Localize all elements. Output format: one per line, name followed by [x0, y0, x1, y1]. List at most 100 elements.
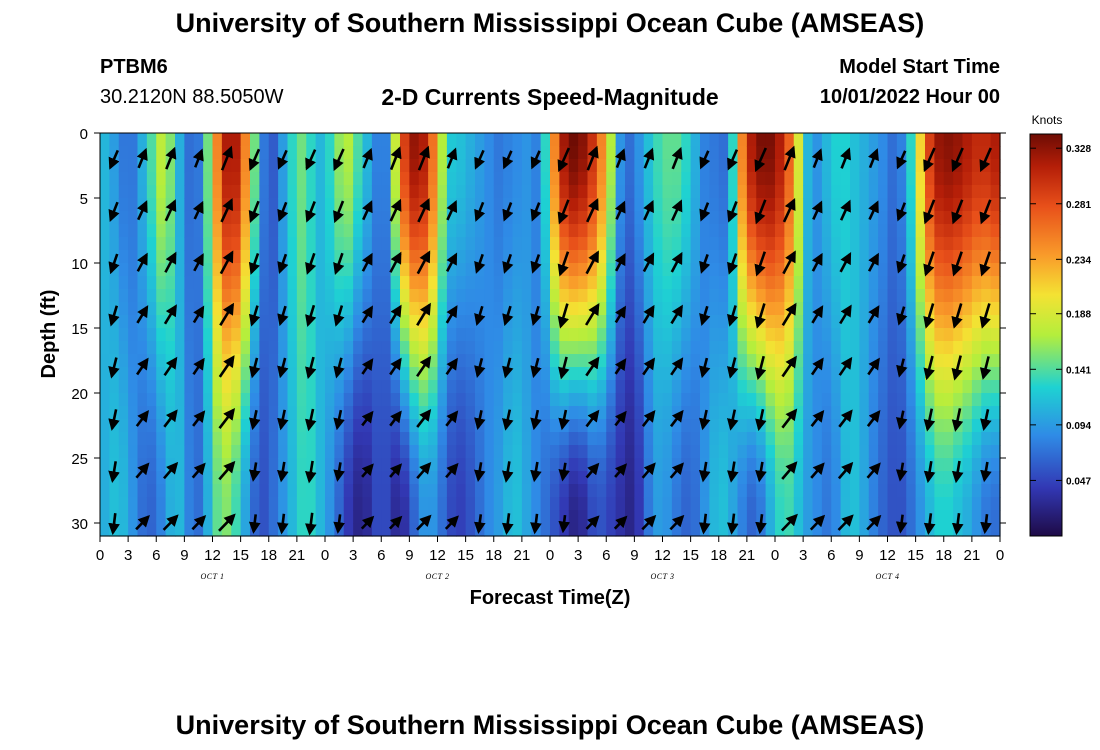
heatmap-cell — [728, 380, 739, 394]
current-vector — [754, 147, 767, 173]
heatmap-cell — [456, 315, 467, 329]
current-vector — [305, 304, 317, 328]
heatmap-cell — [521, 315, 532, 329]
current-vector — [333, 462, 345, 482]
heatmap-cell — [381, 393, 392, 407]
heatmap-cell — [709, 172, 720, 186]
heatmap-cell — [953, 237, 964, 251]
current-vector — [417, 197, 430, 223]
heatmap-cell — [550, 289, 560, 303]
heatmap-cell — [803, 471, 814, 485]
heatmap-cell — [746, 445, 757, 459]
heatmap-cell — [596, 250, 607, 264]
heatmap-cell — [765, 185, 776, 199]
heatmap-cell — [981, 276, 992, 290]
heatmap-cell — [287, 354, 298, 368]
heatmap-cell — [315, 250, 326, 264]
heatmap-cell — [353, 510, 364, 524]
heatmap-cell — [296, 224, 307, 238]
heatmap-cell — [943, 159, 954, 173]
heatmap-cell — [203, 172, 214, 186]
heatmap-cell — [446, 224, 457, 238]
heatmap-cell — [540, 250, 551, 264]
heatmap-cell — [662, 198, 673, 212]
current-vector — [727, 461, 739, 483]
heatmap-cell — [156, 367, 167, 381]
heatmap-cell — [184, 315, 195, 329]
heatmap-cell — [184, 367, 195, 381]
heatmap-cell — [550, 458, 560, 472]
heatmap-cell — [821, 510, 832, 524]
heatmap-cell — [953, 484, 964, 498]
heatmap-cell — [343, 393, 354, 407]
heatmap-cell — [596, 484, 607, 498]
heatmap-cell — [306, 445, 317, 459]
current-vector — [781, 355, 797, 378]
heatmap-cell — [681, 250, 692, 264]
heatmap-cell — [512, 367, 523, 381]
heatmap-cell — [175, 263, 185, 277]
heatmap-cell — [550, 393, 560, 407]
heatmap-cell — [859, 315, 870, 329]
current-vector — [951, 513, 964, 536]
heatmap-cell — [428, 523, 439, 537]
x-tick-label: 12 — [879, 547, 896, 564]
heatmap-cell — [146, 471, 157, 485]
heatmap-cell — [887, 250, 898, 264]
heatmap-cell — [118, 302, 129, 316]
heatmap-cell — [840, 367, 851, 381]
heatmap-cell — [971, 198, 982, 212]
current-vector — [781, 302, 797, 326]
heatmap-cell — [850, 146, 860, 160]
heatmap-cell — [128, 458, 139, 472]
heatmap-cell — [231, 237, 242, 251]
heatmap-cell — [700, 445, 710, 459]
heatmap-cell — [709, 159, 720, 173]
heatmap-cell — [962, 237, 973, 251]
heatmap-cell — [981, 250, 992, 264]
current-vector — [473, 514, 486, 535]
heatmap-cell — [775, 419, 785, 433]
heatmap-cell — [343, 484, 354, 498]
heatmap-cell — [325, 419, 335, 433]
heatmap-cell — [381, 341, 392, 355]
heatmap-cell — [943, 237, 954, 251]
heatmap-cell — [925, 133, 935, 147]
heatmap-cell — [465, 185, 476, 199]
current-vector — [530, 357, 542, 379]
heatmap-cell — [718, 302, 729, 316]
heatmap-cell — [934, 302, 945, 316]
heatmap-cell — [381, 484, 392, 498]
heatmap-cell — [184, 185, 195, 199]
heatmap-cell — [887, 523, 898, 537]
heatmap-cell — [400, 523, 410, 537]
heatmap-cell — [643, 133, 654, 147]
heatmap-cell — [193, 237, 204, 251]
heatmap-cell — [606, 250, 617, 264]
heatmap-cell — [793, 354, 804, 368]
heatmap-cell — [165, 315, 176, 329]
heatmap-cell — [971, 432, 982, 446]
current-vector — [923, 460, 936, 484]
heatmap-cell — [653, 276, 664, 290]
heatmap-cell — [362, 432, 373, 446]
heatmap-cell — [287, 211, 298, 225]
current-vector — [333, 514, 345, 534]
heatmap-cell — [690, 367, 701, 381]
x-tick-label: 0 — [546, 547, 554, 564]
current-vector — [614, 148, 626, 169]
heatmap-cell — [596, 432, 607, 446]
current-vector — [895, 514, 908, 534]
heatmap-cell — [906, 406, 917, 420]
heatmap-cell — [671, 185, 682, 199]
heatmap-cell — [540, 198, 551, 212]
heatmap-cell — [493, 419, 504, 433]
heatmap-cell — [175, 133, 185, 147]
heatmap-cell — [381, 406, 392, 420]
heatmap-cell — [840, 172, 851, 186]
heatmap-cell — [596, 523, 607, 537]
heatmap-cell — [587, 224, 598, 238]
heatmap-cell — [700, 250, 710, 264]
heatmap-cell — [831, 406, 842, 420]
heatmap-cell — [212, 211, 223, 225]
